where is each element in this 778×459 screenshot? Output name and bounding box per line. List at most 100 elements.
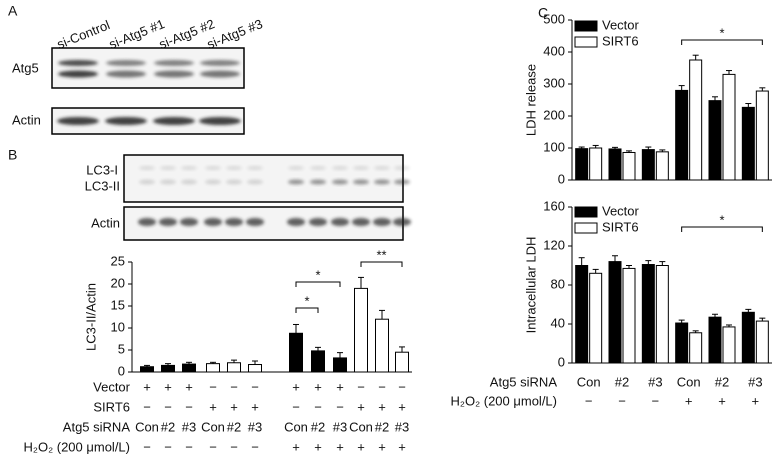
- bar: [206, 363, 220, 373]
- lane-label: si-Atg5 #1: [107, 16, 167, 52]
- blot-label: Actin: [91, 215, 120, 230]
- bar: [755, 90, 769, 181]
- bar: [655, 265, 669, 364]
- condition-cell: +: [718, 393, 726, 408]
- condition-label: SIRT6: [93, 399, 130, 414]
- condition-cell: Con: [284, 419, 308, 434]
- y-tick-label: 0: [558, 171, 565, 186]
- band: [309, 218, 327, 226]
- condition-cell: +: [378, 439, 386, 454]
- condition-label: Vector: [93, 379, 131, 394]
- bar: [227, 362, 241, 373]
- significance-label: *: [719, 212, 724, 227]
- condition-cell: +: [336, 439, 344, 454]
- panel-label: B: [8, 147, 17, 163]
- y-tick-label: 10: [111, 319, 125, 334]
- band: [332, 166, 348, 170]
- condition-cell: +: [251, 399, 259, 414]
- bar: [248, 364, 262, 373]
- error-bar: [315, 346, 321, 351]
- bar: [622, 151, 636, 181]
- condition-cell: +: [357, 399, 365, 414]
- bar: [589, 272, 603, 364]
- bar: [622, 267, 636, 364]
- condition-cell: −: [230, 439, 238, 454]
- condition-cell: −: [185, 399, 193, 414]
- error-bar: [144, 364, 150, 367]
- band: [159, 218, 177, 226]
- bar: [354, 287, 368, 373]
- condition-cell: #2: [615, 374, 629, 389]
- condition-cell: +: [209, 399, 217, 414]
- condition-cell: #2: [311, 419, 325, 434]
- bar: [689, 332, 703, 364]
- error-bar: [165, 363, 171, 366]
- condition-cell: −: [336, 399, 344, 414]
- condition-cell: −: [357, 379, 365, 394]
- legend-swatch: [574, 206, 598, 218]
- condition-cell: +: [314, 439, 322, 454]
- y-tick-label: 200: [543, 107, 565, 122]
- condition-cell: +: [164, 379, 172, 394]
- bar: [608, 148, 622, 181]
- condition-cell: #3: [395, 419, 409, 434]
- error-bar: [186, 361, 192, 365]
- band: [373, 218, 391, 226]
- condition-cell: +: [336, 379, 344, 394]
- band: [160, 179, 176, 185]
- band: [138, 218, 156, 226]
- lane-label: si-Atg5 #3: [205, 16, 265, 52]
- condition-cell: +: [398, 439, 406, 454]
- condition-cell: #2: [375, 419, 389, 434]
- condition-cell: −: [230, 379, 238, 394]
- band: [160, 166, 176, 170]
- condition-cell: −: [251, 379, 259, 394]
- condition-cell: −: [398, 379, 406, 394]
- bar: [722, 326, 736, 364]
- significance-label: *: [315, 267, 320, 282]
- y-tick-label: 15: [111, 297, 125, 312]
- y-tick-label: 120: [543, 237, 565, 252]
- bar: [675, 322, 689, 364]
- lane-label: si-Control: [55, 17, 112, 52]
- condition-cell: Con: [201, 419, 225, 434]
- condition-cell: +: [292, 379, 300, 394]
- error-bar: [592, 144, 599, 148]
- error-bar: [659, 149, 666, 152]
- condition-cell: −: [378, 379, 386, 394]
- error-bar: [712, 96, 718, 101]
- condition-cell: +: [357, 439, 365, 454]
- significance-bracket: [681, 226, 763, 232]
- band: [374, 166, 390, 170]
- bar: [375, 318, 389, 373]
- band: [246, 218, 264, 226]
- condition-cell: −: [164, 399, 172, 414]
- band: [310, 166, 326, 170]
- error-bar: [759, 87, 766, 92]
- band: [287, 218, 305, 226]
- condition-cell: −: [618, 393, 626, 408]
- band: [352, 218, 370, 226]
- band: [205, 166, 221, 170]
- error-bar: [745, 308, 752, 313]
- band: [180, 218, 198, 226]
- y-tick-label: 20: [111, 275, 125, 290]
- bar: [140, 366, 154, 373]
- condition-cell: #2: [161, 419, 175, 434]
- blot: [123, 154, 404, 203]
- legend-swatch: [574, 20, 598, 32]
- bar: [289, 332, 303, 373]
- band: [353, 166, 369, 170]
- error-bar: [210, 361, 216, 364]
- band: [331, 218, 349, 226]
- bar: [689, 59, 703, 181]
- condition-cell: −: [314, 399, 322, 414]
- band: [57, 117, 99, 125]
- band: [394, 179, 410, 185]
- significance-bracket: [295, 307, 319, 313]
- band: [105, 117, 147, 125]
- condition-label: H₂O₂ (200 μmol/L): [451, 393, 557, 408]
- bar: [755, 320, 769, 364]
